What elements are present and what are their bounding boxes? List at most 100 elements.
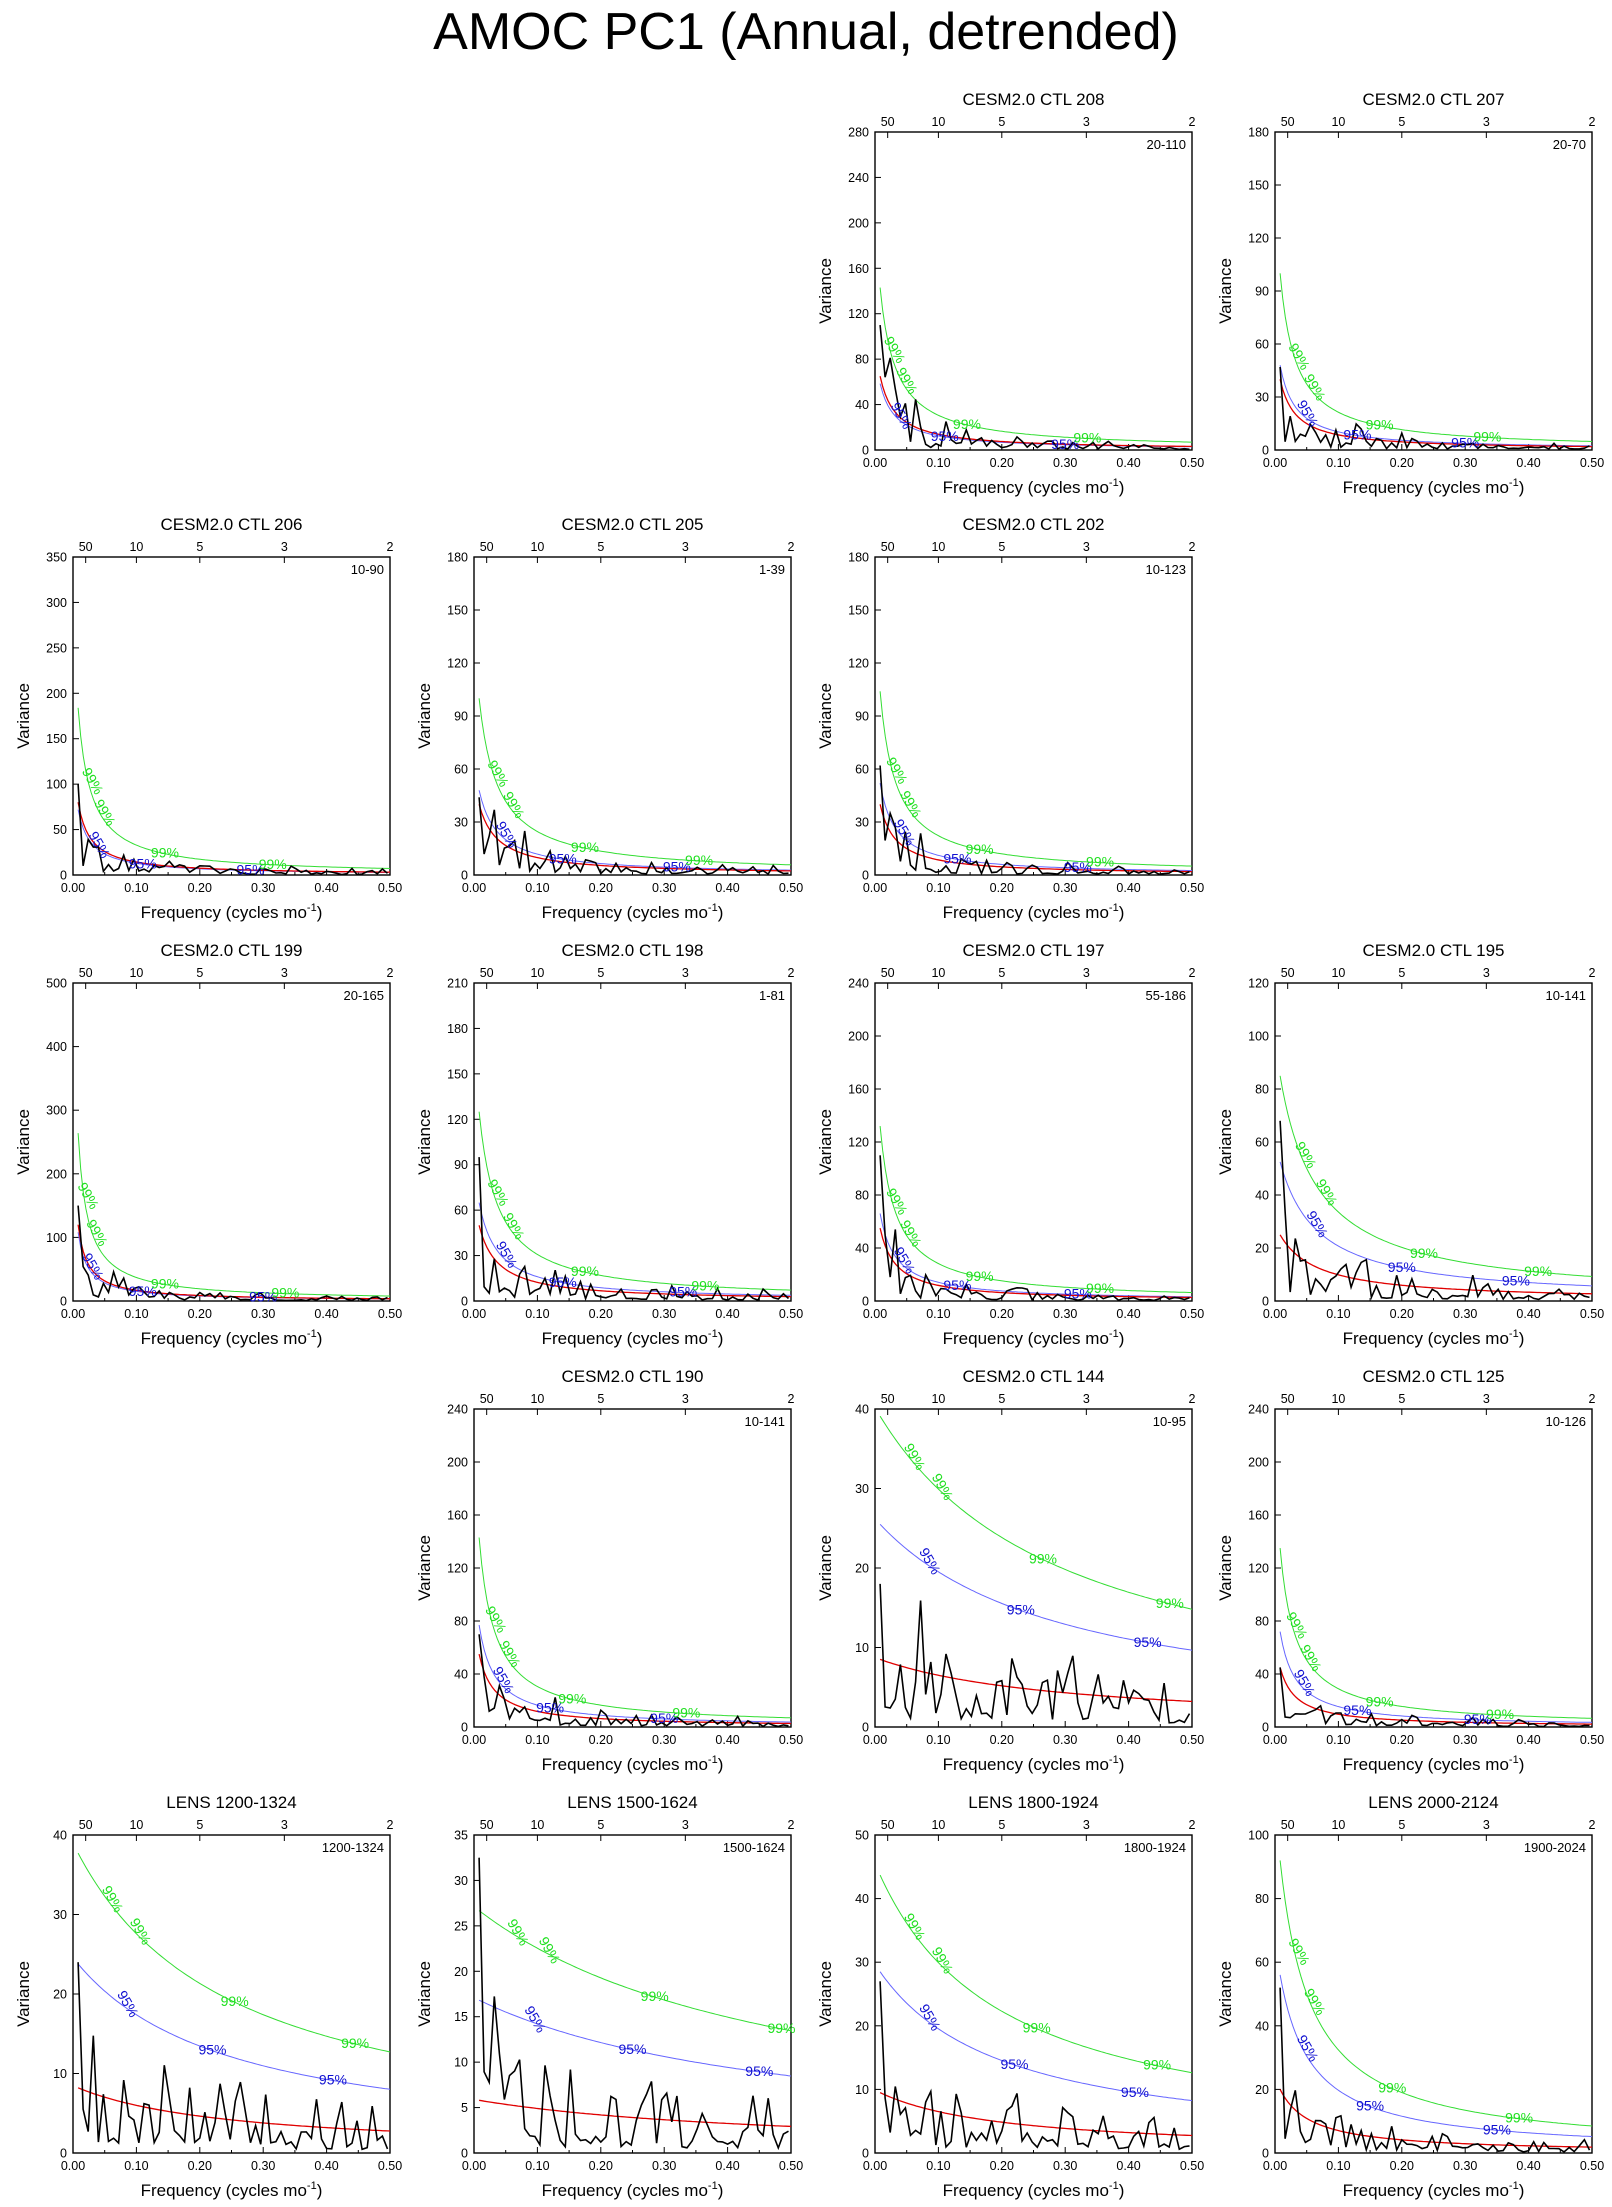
- panel-title: LENS 1800-1924: [968, 1793, 1098, 1812]
- ci99-label: 99%: [99, 1883, 127, 1915]
- x-tick-label: 0.00: [863, 881, 887, 895]
- spectrum-line: [879, 1981, 1190, 2151]
- x-tick-label: 0.10: [525, 1733, 549, 1747]
- ci99-label: 99%: [1086, 854, 1114, 870]
- y-tick-label: 60: [1255, 1136, 1269, 1150]
- ci95-label: 95%: [1303, 1208, 1331, 1240]
- y-tick-label: 180: [1248, 126, 1269, 140]
- period-tick-label: 10: [1331, 966, 1345, 980]
- ci95-label: 95%: [745, 2063, 773, 2079]
- period-tick-label: 50: [79, 540, 93, 554]
- x-tick-label: 0.50: [779, 1307, 803, 1321]
- y-tick-label: 90: [1255, 285, 1269, 299]
- spectrum-line: [879, 1583, 1191, 1724]
- x-tick-label: 0.40: [314, 1307, 338, 1321]
- ci95-line: [77, 1963, 391, 2090]
- y-tick-label: 250: [46, 641, 67, 655]
- ci95-line: [77, 809, 390, 873]
- period-tick-label: 5: [1398, 1818, 1405, 1832]
- panel-title: LENS 1200-1324: [166, 1793, 296, 1812]
- y-tick-label: 0: [862, 869, 869, 883]
- x-tick-label: 0.50: [779, 881, 803, 895]
- plot-frame: [72, 982, 391, 1302]
- x-axis-label: Frequency (cycles mo-1): [542, 902, 724, 922]
- y-tick-label: 40: [855, 1892, 869, 1906]
- plot-frame: [473, 1834, 792, 2154]
- period-tick-label: 3: [682, 1818, 689, 1832]
- panel-cesm2-0-ctl-202: CESM2.0 CTL 202 10-123 0.00 0.10 0.20 0.30 0.4…: [816, 515, 1204, 922]
- y-tick-label: 20: [53, 1988, 67, 2002]
- panel-title: LENS 2000-2124: [1368, 1793, 1498, 1812]
- x-tick-label: 0.30: [1053, 2159, 1077, 2173]
- period-tick-label: 2: [788, 1392, 795, 1406]
- ci99-label: 99%: [127, 1915, 155, 1947]
- ci99-label: 99%: [897, 1217, 925, 1249]
- x-axis-label: Frequency (cycles mo-1): [141, 2180, 323, 2200]
- y-tick-label: 80: [855, 1189, 869, 1203]
- period-tick-label: 10: [129, 1818, 143, 1832]
- y-axis-label: Variance: [816, 1961, 835, 2027]
- ci95-line: [1279, 1974, 1593, 2138]
- red-noise-line: [879, 1227, 1193, 1299]
- x-tick-label: 0.00: [863, 1733, 887, 1747]
- panel-cesm2-0-ctl-197: CESM2.0 CTL 197 55-186 0.00 0.10 0.20 0.30 0.4…: [816, 941, 1204, 1348]
- ci99-label: 99%: [901, 1440, 929, 1472]
- y-tick-label: 60: [454, 763, 468, 777]
- x-tick-label: 0.10: [124, 881, 148, 895]
- y-tick-label: 80: [855, 353, 869, 367]
- panel-lens-1200-1324: LENS 1200-1324 1200-1324 0.00 0.10 0.20 0.30 0…: [14, 1793, 402, 2200]
- y-tick-label: 25: [454, 1919, 468, 1933]
- ci99-label: 99%: [1285, 340, 1313, 372]
- ci95-label: 95%: [490, 1664, 518, 1696]
- period-tick-label: 10: [1331, 115, 1345, 129]
- x-tick-label: 0.30: [251, 1307, 275, 1321]
- spectrum-line: [478, 1157, 790, 1302]
- ci95-label: 95%: [943, 1277, 971, 1293]
- period-tick-label: 50: [79, 966, 93, 980]
- y-tick-label: 80: [454, 1615, 468, 1629]
- y-tick-label: 40: [1255, 2019, 1269, 2033]
- range-label: 1-81: [759, 988, 785, 1003]
- period-tick-label: 50: [881, 540, 895, 554]
- x-tick-label: 0.10: [525, 2159, 549, 2173]
- x-tick-label: 0.40: [1116, 1733, 1140, 1747]
- y-tick-label: 50: [53, 823, 67, 837]
- x-tick-label: 0.50: [378, 881, 402, 895]
- panel-cesm2-0-ctl-195: CESM2.0 CTL 195 10-141 0.00 0.10 0.20 0.30 0.4…: [1216, 941, 1604, 1348]
- ci95-label: 95%: [1388, 1259, 1416, 1275]
- ci99-label: 99%: [1378, 2080, 1406, 2096]
- x-axis-label: Frequency (cycles mo-1): [542, 1754, 724, 1774]
- y-tick-label: 300: [46, 596, 67, 610]
- y-tick-label: 0: [461, 2147, 468, 2161]
- x-tick-label: 0.40: [715, 1307, 739, 1321]
- period-tick-label: 3: [682, 540, 689, 554]
- x-tick-label: 0.00: [1263, 1307, 1287, 1321]
- y-tick-label: 30: [855, 816, 869, 830]
- period-tick-label: 10: [1331, 1818, 1345, 1832]
- ci95-line: [879, 1971, 1193, 2102]
- y-tick-label: 10: [855, 1641, 869, 1655]
- ci95-label: 95%: [1451, 434, 1479, 450]
- ci95-label: 95%: [1502, 1273, 1530, 1289]
- y-tick-label: 20: [454, 1965, 468, 1979]
- period-tick-label: 50: [79, 1818, 93, 1832]
- period-tick-label: 3: [1083, 966, 1090, 980]
- ci95-label: 95%: [536, 1699, 564, 1715]
- period-tick-label: 50: [480, 966, 494, 980]
- y-tick-label: 30: [53, 1908, 67, 1922]
- plot-frame: [473, 1408, 792, 1728]
- x-tick-label: 0.20: [589, 1307, 613, 1321]
- spectrum-line: [1279, 1120, 1590, 1301]
- panel-cesm2-0-ctl-199: CESM2.0 CTL 199 20-165 0.00 0.10 0.20 0.30 0.4…: [14, 941, 402, 1348]
- period-tick-label: 5: [998, 1818, 1005, 1832]
- y-tick-label: 40: [855, 398, 869, 412]
- ci99-label: 99%: [259, 856, 287, 872]
- period-tick-label: 3: [1483, 115, 1490, 129]
- red-noise-line: [77, 2087, 391, 2132]
- ci99-label: 99%: [929, 1944, 957, 1976]
- red-noise-line: [1279, 1667, 1592, 1725]
- y-axis-label: Variance: [415, 1109, 434, 1175]
- y-axis-label: Variance: [1216, 258, 1235, 324]
- x-tick-label: 0.00: [462, 1307, 486, 1321]
- x-tick-label: 0.40: [314, 881, 338, 895]
